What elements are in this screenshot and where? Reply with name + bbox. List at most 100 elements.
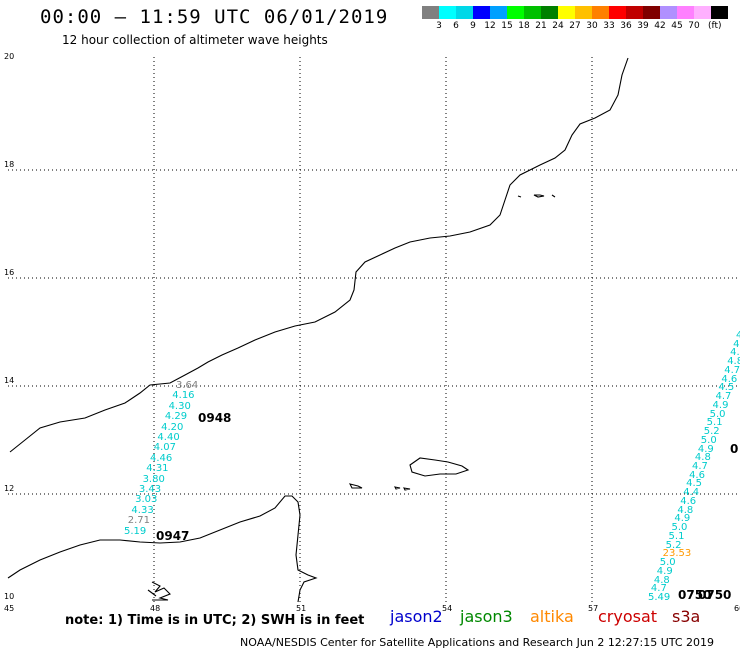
wave-height-label: 5.0	[671, 522, 688, 534]
wave-height-label: 23.53	[662, 548, 692, 560]
satellite-legend-jason2: jason2	[390, 607, 443, 626]
wave-height-label: 4.9	[712, 399, 729, 411]
legend-tick-label: 36	[620, 21, 632, 31]
wave-height-label: 4.33	[131, 504, 154, 516]
wave-height-label: 5.2	[665, 539, 682, 551]
wave-height-label: 5.2	[703, 426, 720, 438]
legend-swatch	[541, 6, 558, 19]
legend-tick-label: 30	[586, 21, 598, 31]
legend-swatch	[473, 6, 490, 19]
legend-tick-label: 9	[470, 21, 476, 31]
satellite-legend-cryosat: cryosat	[598, 607, 658, 626]
legend-swatch	[558, 6, 575, 19]
wave-height-label: 4.7	[650, 583, 667, 595]
legend-swatch	[660, 6, 677, 19]
wave-height-label: 5.0	[700, 434, 717, 446]
legend-tick-label: 6	[453, 21, 459, 31]
wave-height-label: 4.7	[692, 461, 708, 472]
legend-swatch	[677, 6, 694, 19]
wave-height-label: 4.31	[146, 463, 169, 475]
x-axis-label: 57	[588, 604, 599, 613]
wave-height-label: 5.19	[124, 525, 147, 537]
wave-height-label: 3.03	[135, 494, 158, 506]
color-legend: 3 6 9 12 15 18 21 24 27 30 33 36 39 42 45 70 (ft)	[422, 6, 728, 33]
wave-height-label: 4.40	[157, 432, 180, 443]
legend-tick-label: 21	[535, 21, 547, 31]
map-subtitle: 12 hour collection of altimeter wave hei…	[62, 33, 328, 47]
wave-height-label: 5.1	[668, 530, 685, 542]
wave-height-label: 4.5	[686, 478, 703, 490]
legend-ticks: 3 6 9 12 15 18 21 24 27 30 33 36 39 42 45 70 (ft)	[422, 19, 728, 33]
legend-swatch	[524, 6, 541, 19]
wave-height-label: 4.30	[168, 400, 191, 412]
x-axis-label: 60	[734, 604, 740, 613]
legend-swatch	[456, 6, 473, 19]
wave-height-label: 4.8	[727, 356, 740, 368]
coastline	[7, 57, 629, 603]
wave-height-label: 4.5	[718, 382, 735, 394]
grid-lines	[8, 57, 738, 602]
credit-text: NOAA/NESDIS Center for Satellite Applica…	[240, 636, 715, 649]
wave-height-label: 5.0	[659, 557, 676, 569]
legend-tick-label: 70	[688, 21, 700, 31]
wave-height-label: 4.46	[150, 452, 173, 464]
satellite-legend-jason3: jason3	[460, 607, 513, 626]
wave-height-label: 4.5	[733, 338, 740, 350]
legend-swatch	[626, 6, 643, 19]
wave-height-label: 4.8	[694, 452, 711, 464]
x-axis-label: 54	[442, 604, 453, 613]
legend-color-bar	[422, 6, 728, 19]
wave-height-label: 5.49	[648, 592, 671, 603]
wave-height-label: 4	[736, 330, 740, 341]
legend-tick-label: 27	[569, 21, 581, 31]
wave-height-label: 4.9	[697, 443, 714, 455]
wave-height-label: 4.4	[683, 487, 700, 499]
plot-area	[8, 57, 738, 602]
legend-tick-label: 42	[654, 21, 666, 31]
legend-tick-label: 39	[637, 21, 649, 31]
y-axis-label: 12	[4, 484, 15, 493]
wave-height-label: 4.6	[689, 469, 705, 481]
pass-time-label: 0947	[156, 529, 190, 543]
wave-height-label: 4.29	[164, 411, 188, 423]
satellite-legend-altika: altika	[530, 607, 574, 626]
wave-height-label: 4.9	[674, 513, 691, 525]
legend-tick-label: 3	[436, 21, 442, 31]
wave-height-label: 4.8	[653, 574, 670, 586]
wave-height-label: 4.7	[724, 364, 740, 376]
map-title: 00:00 – 11:59 UTC 06/01/2019	[40, 6, 389, 28]
wave-height-label: 4.8	[730, 347, 740, 359]
wave-height-label: 4.9	[656, 565, 673, 577]
wave-height-label: 3.80	[142, 473, 165, 485]
wave-height-label: 3.43	[138, 484, 162, 495]
legend-swatch	[575, 6, 592, 19]
y-axis-label: 16	[4, 268, 15, 277]
wave-height-label: 5.0	[709, 408, 726, 420]
legend-swatch	[711, 6, 728, 19]
pass-time-label: 0	[730, 442, 739, 456]
wave-height-label: 4.8	[677, 504, 694, 516]
x-axis-label: 45	[4, 604, 15, 613]
x-axis-label: 51	[296, 604, 307, 613]
legend-swatch	[439, 6, 456, 19]
y-axis-label: 18	[4, 160, 15, 169]
note-text: note: 1) Time is in UTC; 2) SWH is in fe…	[65, 613, 365, 628]
legend-unit: (ft)	[708, 21, 722, 31]
legend-swatch	[422, 6, 439, 19]
legend-tick-label: 12	[484, 21, 496, 31]
wave-height-label: 4.6	[680, 495, 697, 507]
wave-height-label: 5.1	[706, 417, 723, 429]
y-axis-label: 10	[4, 592, 15, 601]
legend-swatch	[592, 6, 609, 19]
legend-tick-label: 15	[501, 21, 513, 31]
legend-tick-label: 24	[552, 21, 564, 31]
wave-height-label: 4.7	[715, 391, 732, 403]
y-axis-label: 14	[4, 376, 15, 385]
wave-height-label: 2.71	[127, 515, 150, 527]
wave-height-label: 4.16	[172, 390, 195, 402]
pass-time-label: 0750	[678, 588, 712, 602]
x-axis-label: 48	[150, 604, 161, 613]
legend-tick-label: 18	[518, 21, 530, 31]
wave-height-label: 3.64	[176, 380, 199, 391]
